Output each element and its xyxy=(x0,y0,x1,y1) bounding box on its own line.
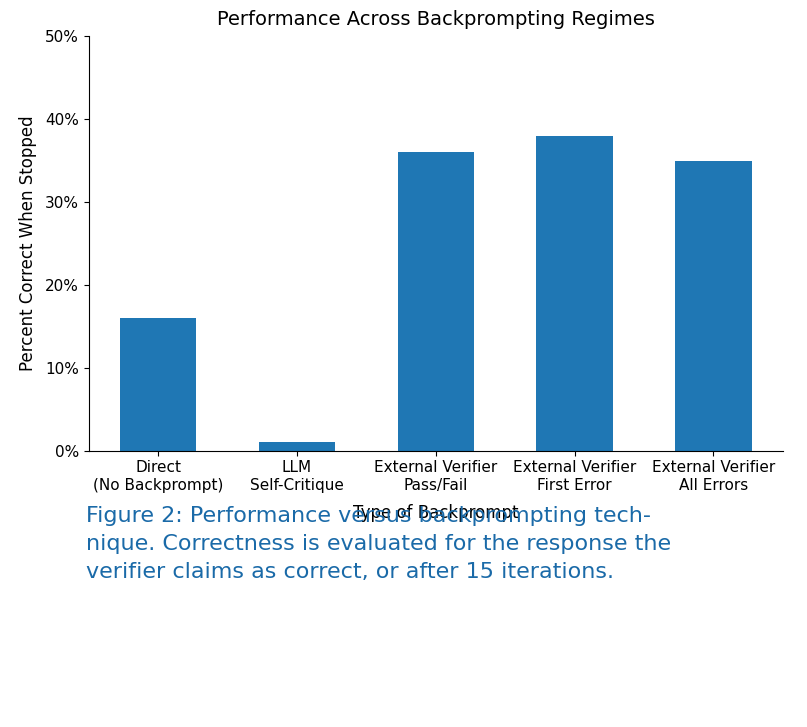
Bar xyxy=(398,153,474,451)
Bar xyxy=(675,161,751,451)
X-axis label: Type of Backprompt: Type of Backprompt xyxy=(353,504,519,522)
Title: Performance Across Backprompting Regimes: Performance Across Backprompting Regimes xyxy=(217,10,654,29)
Bar xyxy=(120,318,196,451)
Bar xyxy=(259,443,335,451)
Y-axis label: Percent Correct When Stopped: Percent Correct When Stopped xyxy=(19,116,36,371)
Bar xyxy=(537,136,613,451)
Text: Figure 2: Performance versus backprompting tech-
nique. Correctness is evaluated: Figure 2: Performance versus backprompti… xyxy=(86,506,671,582)
